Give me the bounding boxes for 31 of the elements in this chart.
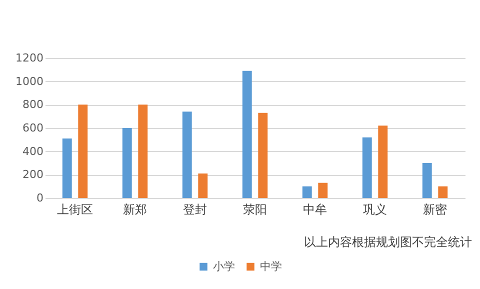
bar (318, 182, 328, 198)
y-tick-label: 1000 (16, 74, 44, 88)
y-tick-label: 400 (22, 144, 44, 158)
bar (242, 70, 252, 198)
bar (198, 174, 208, 198)
y-tick-label: 600 (22, 122, 44, 134)
y-tick-label: 800 (22, 98, 44, 112)
bar (422, 163, 432, 198)
x-tick-label: 登封 (183, 202, 207, 216)
legend-label: 中学 (260, 260, 282, 273)
text: 以上内容根据规划图不完全统计 (304, 234, 472, 251)
x-tick-label: 新郑 (123, 202, 147, 216)
x-tick-label: 新密 (423, 202, 447, 216)
bar (138, 104, 148, 198)
x-tick-label: 中牟 (303, 202, 327, 216)
bar (62, 138, 72, 198)
bar (182, 112, 192, 198)
bar (378, 126, 388, 198)
y-tick-label: 0 (36, 192, 44, 204)
y-tick-label: 200 (22, 168, 44, 182)
bar (302, 186, 312, 198)
legend-label: 小学 (213, 260, 235, 273)
y-tick-label: 1200 (16, 52, 44, 64)
bar (122, 128, 132, 198)
bar (78, 104, 88, 198)
x-tick-label: 上街区 (57, 202, 93, 216)
x-tick-label: 荥阳 (243, 202, 267, 216)
bar (258, 112, 268, 198)
x-tick-label: 巩义 (363, 202, 387, 216)
bar (438, 186, 448, 198)
bar (362, 137, 372, 198)
